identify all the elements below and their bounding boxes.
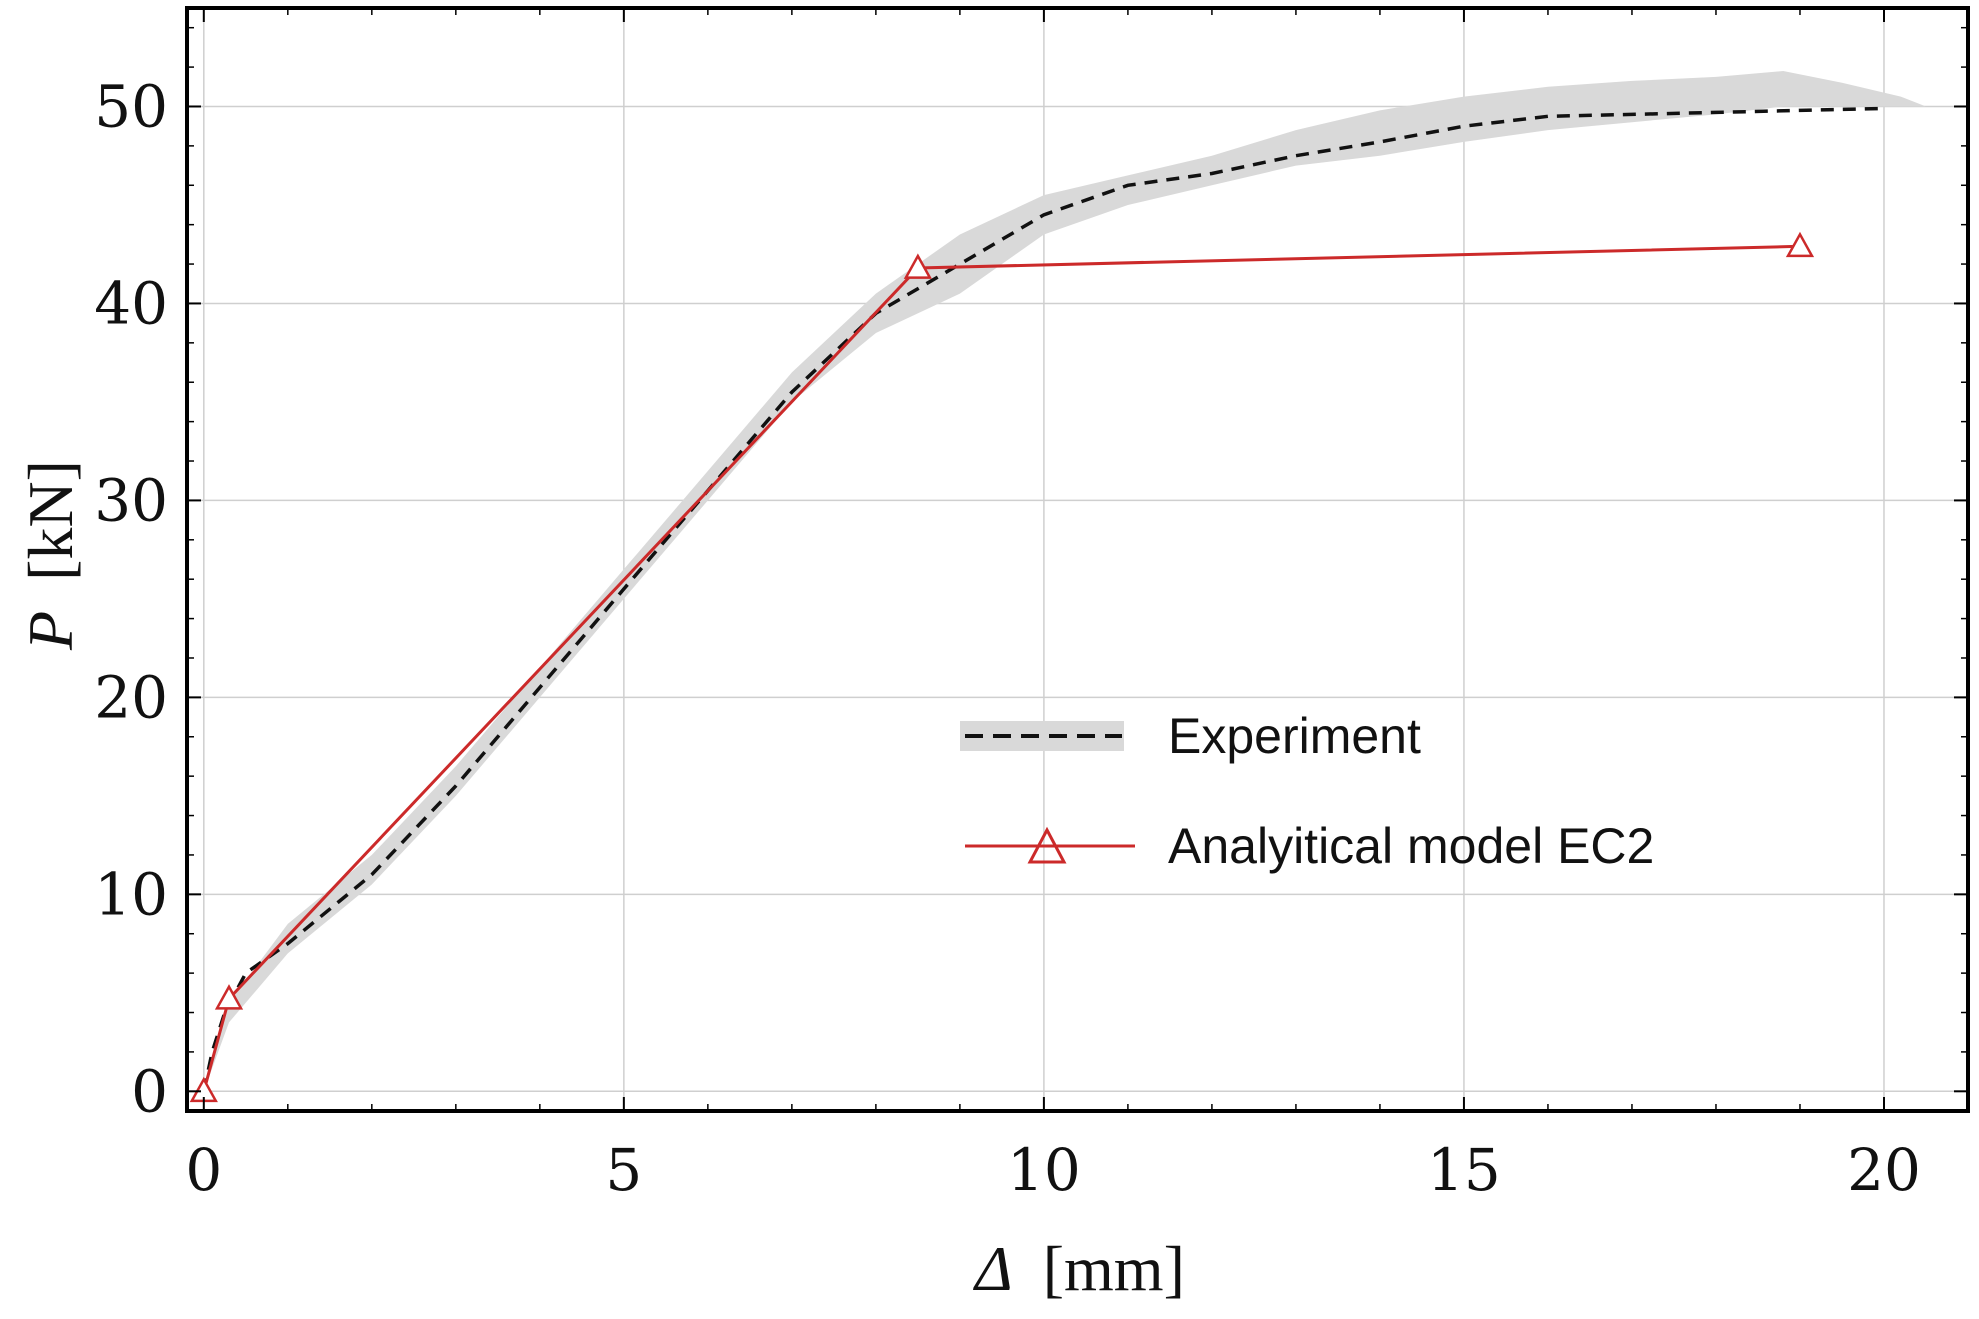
- x-tick-label: 20: [1847, 1136, 1921, 1204]
- y-tick-label: 20: [94, 663, 168, 731]
- y-tick-label: 0: [131, 1057, 168, 1125]
- x-tick-label: 5: [605, 1136, 642, 1204]
- data-series: [189, 106, 1885, 1103]
- legend-experiment-band-swatch: [960, 721, 1124, 751]
- legend-model-marker: [1027, 826, 1067, 864]
- legend: Experiment Analyitical model EC2: [960, 708, 1654, 874]
- y-tick-label: 30: [94, 466, 168, 534]
- model-point: [903, 253, 933, 279]
- grid-lines: [187, 8, 1968, 1111]
- plot-border: [185, 6, 1970, 1113]
- experiment-band: [203, 71, 1926, 1092]
- legend-model-label: Analyitical model EC2: [1168, 818, 1654, 874]
- experiment-range-band: [203, 71, 1926, 1092]
- model-point: [1785, 231, 1815, 258]
- x-axis-symbol: Δ: [972, 1233, 1013, 1304]
- y-tick-label: 40: [94, 269, 168, 337]
- x-axis-unit: [mm]: [1043, 1233, 1185, 1304]
- x-tick-label: 15: [1427, 1136, 1501, 1204]
- tick-labels: 0 5 10 15 20 0 10 20 30 40 50: [94, 72, 1921, 1204]
- x-axis-title: Δ [mm]: [972, 1233, 1185, 1304]
- y-tick-label: 50: [94, 72, 168, 140]
- x-tick-label: 10: [1007, 1136, 1081, 1204]
- model-point: [214, 984, 244, 1010]
- experiment-line: [202, 106, 1885, 1092]
- y-axis-symbol: P: [15, 611, 86, 651]
- y-axis-unit: [kN]: [15, 460, 86, 581]
- y-axis-title: P [kN]: [15, 460, 86, 651]
- legend-experiment-label: Experiment: [1168, 708, 1421, 764]
- plot-frame: [185, 6, 1970, 1113]
- model-line: [202, 244, 1801, 1092]
- y-tick-label: 10: [94, 860, 168, 928]
- x-tick-label: 0: [185, 1136, 222, 1204]
